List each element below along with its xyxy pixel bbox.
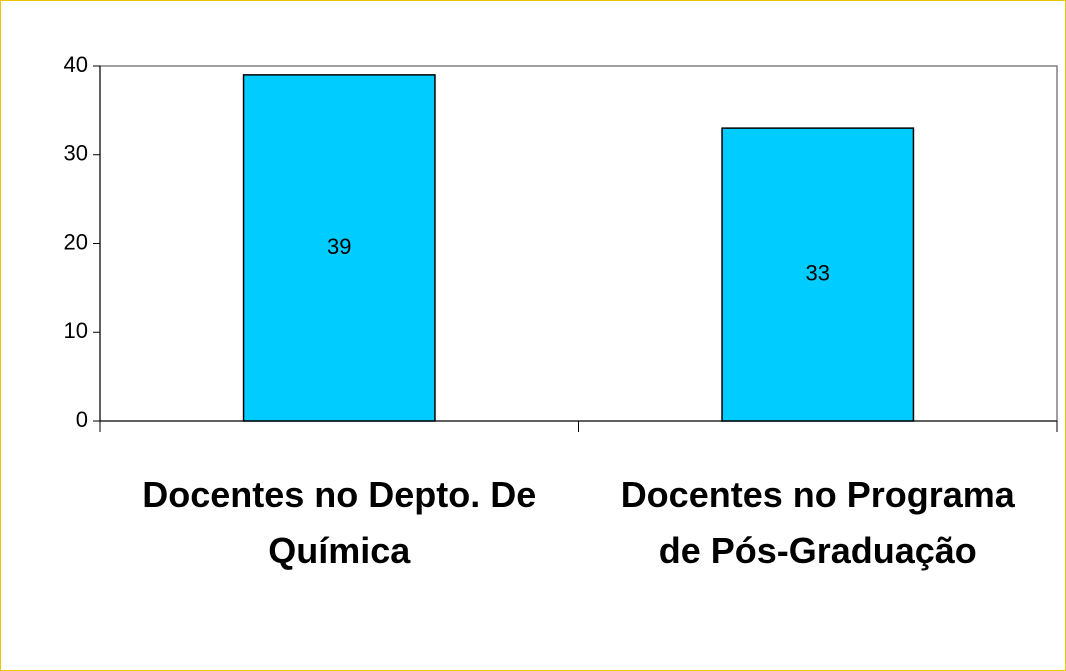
y-tick-label: 0	[76, 407, 88, 432]
x-tick-label: Docentes no Programa de Pós-Graduação	[620, 474, 1015, 571]
y-tick-label: 20	[64, 229, 88, 254]
x-tick-label: Docentes no Depto. De Química	[142, 474, 537, 571]
data-label: 33	[806, 260, 830, 285]
bar	[721, 127, 915, 422]
y-tick-label: 10	[64, 318, 88, 343]
y-tick-label: 40	[64, 52, 88, 77]
bar	[242, 74, 436, 422]
y-tick-label: 30	[64, 141, 88, 166]
data-label: 39	[327, 234, 351, 259]
